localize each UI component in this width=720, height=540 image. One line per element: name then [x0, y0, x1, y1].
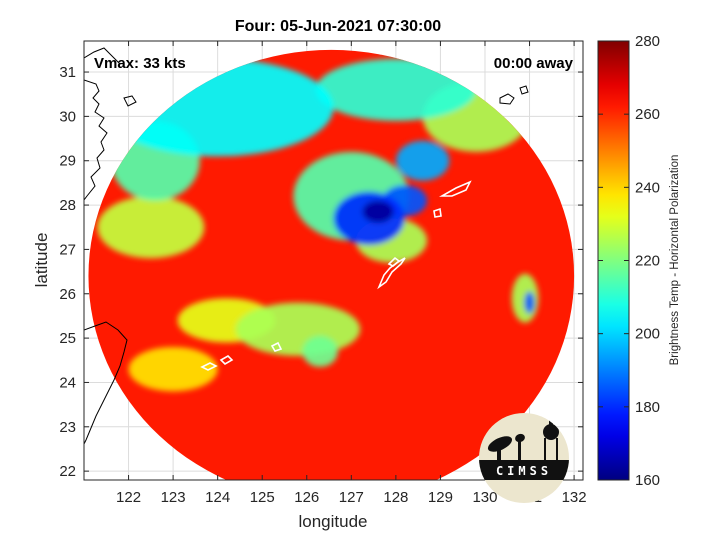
- x-tick-label: 129: [428, 489, 453, 506]
- coastline-taiwan: [84, 321, 128, 445]
- island-yaeyama-1: [200, 362, 218, 371]
- plot-frame: [83, 40, 584, 481]
- chart-title: Four: 05-Jun-2021 07:30:00: [235, 18, 441, 35]
- x-tick-label: 123: [161, 489, 186, 506]
- logo-text: CIMSS: [496, 464, 552, 478]
- y-tick-label: 29: [59, 153, 76, 170]
- colorbar-tick-label: 220: [635, 253, 660, 270]
- cimss-logo: CIMSS: [479, 413, 569, 503]
- y-tick-label: 25: [59, 330, 76, 347]
- tb-feature: [128, 346, 218, 392]
- island-okinawa-main: [377, 257, 406, 290]
- x-tick-label: 128: [383, 489, 408, 506]
- tb-feature: [97, 196, 205, 259]
- vmax-label: Vmax: 33 kts: [94, 55, 186, 72]
- tb-feature: [395, 140, 450, 181]
- coastline-mainland: [84, 79, 108, 201]
- x-axis-label: longitude: [298, 512, 367, 531]
- island-small-2: [387, 256, 401, 267]
- time-away-label: 00:00 away: [494, 55, 574, 72]
- tb-feature: [362, 200, 394, 223]
- island-okinawa-north: [438, 180, 472, 197]
- y-tick-label: 31: [59, 64, 76, 81]
- y-tick-label: 27: [59, 241, 76, 258]
- x-tick-label: 132: [562, 489, 587, 506]
- colorbar-label: Brightness Temp - Horizontal Polarizatio…: [669, 155, 681, 366]
- y-tick-label: 24: [59, 374, 76, 391]
- tb-feature: [315, 58, 477, 121]
- y-tick-label: 26: [59, 286, 76, 303]
- colorbar-ticks: 160 180 200 220 240 260 280: [598, 33, 660, 489]
- y-tick-label: 30: [59, 108, 76, 125]
- x-tick-label: 127: [339, 489, 364, 506]
- colorbar-tick-label: 240: [635, 179, 660, 196]
- island-small-1: [433, 207, 442, 218]
- y-tick-label: 23: [59, 419, 76, 436]
- coastline-island-ne: [499, 93, 515, 105]
- island-outlines: [200, 180, 472, 371]
- tb-feature: [302, 335, 338, 367]
- x-tick-label: 122: [116, 489, 141, 506]
- x-tick-label: 130: [472, 489, 497, 506]
- water-tower-icon: [543, 424, 559, 440]
- coastlines: [84, 47, 529, 445]
- island-miyako: [270, 341, 283, 352]
- coastline-korea-west: [84, 47, 121, 65]
- y-tick-label: 28: [59, 197, 76, 214]
- colorbar-tick-label: 260: [635, 106, 660, 123]
- tb-feature: [235, 302, 361, 356]
- colorbar-tick-label: 280: [635, 33, 660, 50]
- colorbar-tick-label: 180: [635, 399, 660, 416]
- coastline-island-ne2: [519, 85, 529, 95]
- colorbar-tick-label: 160: [635, 472, 660, 489]
- y-axis-label: latitude: [32, 233, 51, 288]
- tb-feature: [524, 291, 535, 314]
- x-tick-label: 126: [294, 489, 319, 506]
- axis-ticks: 1221231241251261271281291301311322223242…: [59, 41, 587, 506]
- brightness-swath: [88, 49, 575, 480]
- x-tick-label: 124: [205, 489, 230, 506]
- x-tick-label: 125: [250, 489, 275, 506]
- colorbar: [597, 40, 630, 481]
- y-tick-label: 22: [59, 463, 76, 480]
- colorbar-tick-label: 200: [635, 326, 660, 343]
- island-yaeyama-2: [219, 355, 234, 365]
- coastline-islets-west: [123, 95, 137, 107]
